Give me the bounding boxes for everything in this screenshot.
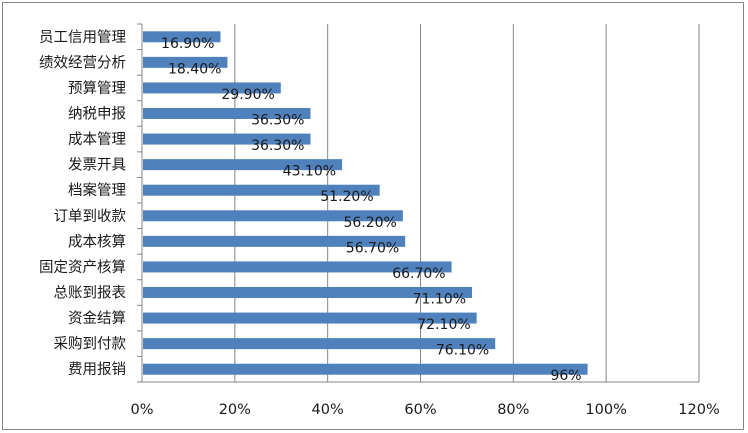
bar — [143, 184, 380, 196]
bar — [143, 363, 588, 375]
category-label: 档案管理 — [68, 181, 126, 199]
category-label: 成本管理 — [68, 131, 126, 148]
bar — [143, 56, 228, 68]
data-label: 96% — [550, 368, 581, 384]
category-label: 费用报销 — [68, 361, 126, 378]
data-label: 36.30% — [251, 113, 304, 129]
x-tick-label: 60% — [404, 402, 436, 418]
x-tick-label: 20% — [219, 402, 251, 418]
bar — [143, 235, 406, 247]
bar — [143, 159, 343, 171]
bar — [143, 31, 221, 43]
category-label: 发票开具 — [68, 157, 126, 174]
x-tick-label: 120% — [678, 402, 719, 418]
bar — [143, 312, 477, 324]
data-label: 36.30% — [251, 138, 304, 154]
data-label: 71.10% — [413, 292, 466, 308]
bar — [143, 133, 311, 145]
data-label: 66.70% — [392, 266, 445, 282]
bar — [143, 210, 403, 222]
bar — [143, 108, 311, 119]
category-label: 订单到收款 — [54, 208, 127, 225]
category-label: 绩效经营分析 — [39, 54, 126, 71]
category-label: 固定资产核算 — [39, 259, 126, 276]
x-tick-label: 100% — [585, 402, 626, 418]
category-label: 采购到付款 — [54, 336, 127, 353]
x-tick-label: 40% — [312, 402, 344, 418]
bar — [143, 261, 452, 273]
data-label: 16.90% — [161, 36, 214, 52]
bar — [143, 338, 496, 350]
x-tick-label: 80% — [497, 402, 529, 418]
data-label: 18.40% — [168, 61, 221, 77]
data-label: 51.20% — [320, 189, 373, 205]
data-label: 56.20% — [343, 215, 396, 231]
data-label: 72.10% — [417, 317, 470, 333]
data-label: 56.70% — [346, 240, 399, 256]
data-label: 43.10% — [283, 164, 336, 180]
x-tick-label: 0% — [130, 402, 153, 418]
data-label: 76.10% — [436, 343, 489, 359]
category-label: 资金结算 — [68, 310, 126, 327]
bar — [143, 287, 473, 298]
bar — [143, 82, 281, 94]
category-label: 员工信用管理 — [39, 29, 126, 46]
category-label: 总账到报表 — [54, 285, 127, 302]
category-label: 纳税申报 — [68, 106, 126, 123]
data-label: 29.90% — [221, 87, 274, 103]
category-label: 预算管理 — [68, 80, 126, 97]
category-label: 成本核算 — [68, 233, 126, 250]
